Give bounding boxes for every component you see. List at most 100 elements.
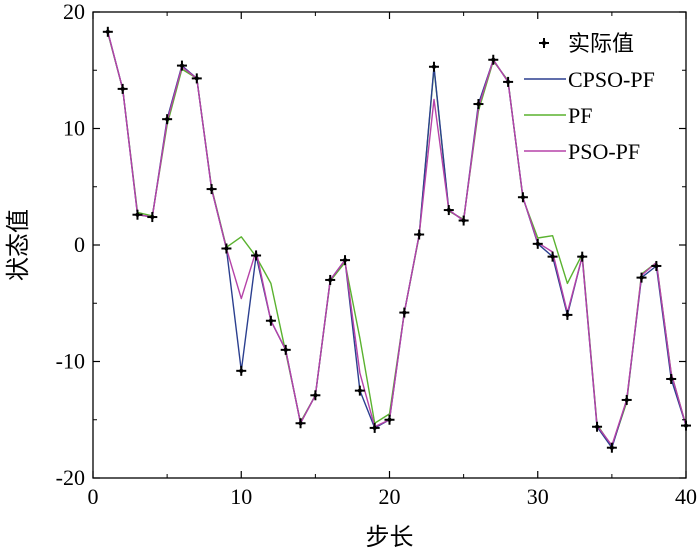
marker-dot bbox=[535, 241, 540, 246]
data-point-marker bbox=[532, 238, 543, 249]
x-tick-label: 20 bbox=[379, 484, 401, 509]
data-point-marker bbox=[621, 394, 632, 405]
y-tick-label: 0 bbox=[74, 232, 85, 257]
data-point-marker bbox=[577, 251, 588, 262]
marker-dot bbox=[165, 117, 170, 122]
data-point-marker bbox=[369, 422, 380, 433]
marker-dot bbox=[179, 63, 184, 68]
y-axis-title: 状态值 bbox=[4, 209, 32, 281]
data-point-marker bbox=[132, 209, 143, 220]
marker-dot bbox=[684, 423, 688, 428]
marker-dot bbox=[283, 347, 288, 352]
marker-dot bbox=[105, 29, 110, 34]
marker-dot bbox=[402, 310, 407, 315]
data-point-marker bbox=[162, 114, 173, 125]
legend-item: PSO-PF bbox=[524, 139, 640, 164]
y-tick-label: 20 bbox=[63, 0, 85, 24]
marker-dot bbox=[520, 195, 525, 200]
marker-dot bbox=[446, 208, 451, 213]
series-line-pso-pf bbox=[107, 31, 687, 447]
data-point-marker bbox=[325, 274, 336, 285]
data-point-marker bbox=[517, 192, 528, 203]
data-point-marker bbox=[443, 205, 454, 216]
marker-dot bbox=[461, 218, 466, 223]
marker-dot bbox=[209, 187, 214, 192]
data-point-marker bbox=[414, 229, 425, 240]
data-point-marker bbox=[280, 344, 291, 355]
series-line-cpso-pf bbox=[107, 31, 687, 449]
data-point-marker bbox=[265, 315, 276, 326]
data-point-marker bbox=[206, 184, 217, 195]
marker-dot bbox=[654, 263, 659, 268]
data-point-marker bbox=[547, 251, 558, 262]
marker-dot bbox=[639, 275, 644, 280]
marker-dot bbox=[624, 397, 629, 402]
marker-dot bbox=[506, 79, 511, 84]
legend-marker-dot bbox=[542, 41, 546, 45]
marker-dot bbox=[431, 64, 436, 69]
data-point-marker bbox=[473, 99, 484, 110]
data-point-marker bbox=[592, 421, 603, 432]
x-tick-label: 10 bbox=[230, 484, 252, 509]
data-point-marker bbox=[428, 61, 439, 72]
data-point-marker bbox=[488, 54, 499, 65]
data-point-marker bbox=[117, 83, 128, 94]
x-tick-label: 0 bbox=[88, 484, 99, 509]
marker-dot bbox=[595, 424, 600, 429]
data-point-marker bbox=[399, 307, 410, 318]
ticks-layer: 0 10 20 30 40 -20 -10 0 10 20 bbox=[56, 0, 697, 509]
marker-dot bbox=[343, 258, 348, 263]
marker-dot bbox=[550, 254, 555, 259]
data-point-marker bbox=[295, 418, 306, 429]
marker-dot bbox=[239, 368, 244, 373]
marker-dot bbox=[669, 376, 674, 381]
marker-dot bbox=[491, 57, 496, 62]
data-point-marker bbox=[636, 272, 647, 283]
marker-dot bbox=[565, 312, 570, 317]
series-line-pf bbox=[107, 32, 687, 448]
marker-dot bbox=[580, 254, 585, 259]
data-point-marker bbox=[340, 255, 351, 266]
legend: 实际值 CPSO-PF PF PSO-PF bbox=[524, 32, 655, 164]
data-point-marker bbox=[251, 250, 262, 261]
legend-label: PSO-PF bbox=[568, 139, 640, 164]
marker-dot bbox=[313, 393, 318, 398]
marker-dot bbox=[194, 76, 199, 81]
data-point-marker bbox=[562, 309, 573, 320]
data-point-marker bbox=[191, 73, 202, 84]
data-point-marker bbox=[221, 243, 232, 254]
marker-dot bbox=[609, 445, 614, 450]
y-tick-label: -20 bbox=[56, 465, 85, 490]
legend-label: PF bbox=[568, 103, 592, 128]
data-point-marker bbox=[310, 390, 321, 401]
legend-item: PF bbox=[524, 103, 592, 128]
marker-dot bbox=[120, 86, 125, 91]
legend-item: CPSO-PF bbox=[524, 67, 655, 92]
marker-dot bbox=[417, 232, 422, 237]
data-point-marker bbox=[503, 76, 514, 87]
marker-dot bbox=[135, 212, 140, 217]
marker-dot bbox=[298, 421, 303, 426]
data-point-marker bbox=[176, 60, 187, 71]
marker-dot bbox=[476, 102, 481, 107]
marker-dot bbox=[372, 425, 377, 430]
y-tick-label: -10 bbox=[56, 349, 85, 374]
legend-label: 实际值 bbox=[568, 32, 634, 57]
data-point-marker bbox=[681, 420, 691, 431]
legend-label: CPSO-PF bbox=[568, 67, 655, 92]
data-point-marker bbox=[666, 373, 677, 384]
marker-dot bbox=[268, 318, 273, 323]
data-point-marker bbox=[354, 385, 365, 396]
series-layer bbox=[102, 26, 691, 453]
marker-dot bbox=[328, 277, 333, 282]
y-tick-label: 10 bbox=[63, 116, 85, 141]
data-point-marker bbox=[236, 365, 247, 376]
data-point-marker bbox=[606, 442, 617, 453]
marker-dot bbox=[357, 388, 362, 393]
x-tick-label: 30 bbox=[527, 484, 549, 509]
marker-dot bbox=[224, 246, 229, 251]
marker-dot bbox=[387, 417, 392, 422]
marker-dot bbox=[150, 215, 155, 220]
legend-item: 实际值 bbox=[539, 32, 634, 57]
